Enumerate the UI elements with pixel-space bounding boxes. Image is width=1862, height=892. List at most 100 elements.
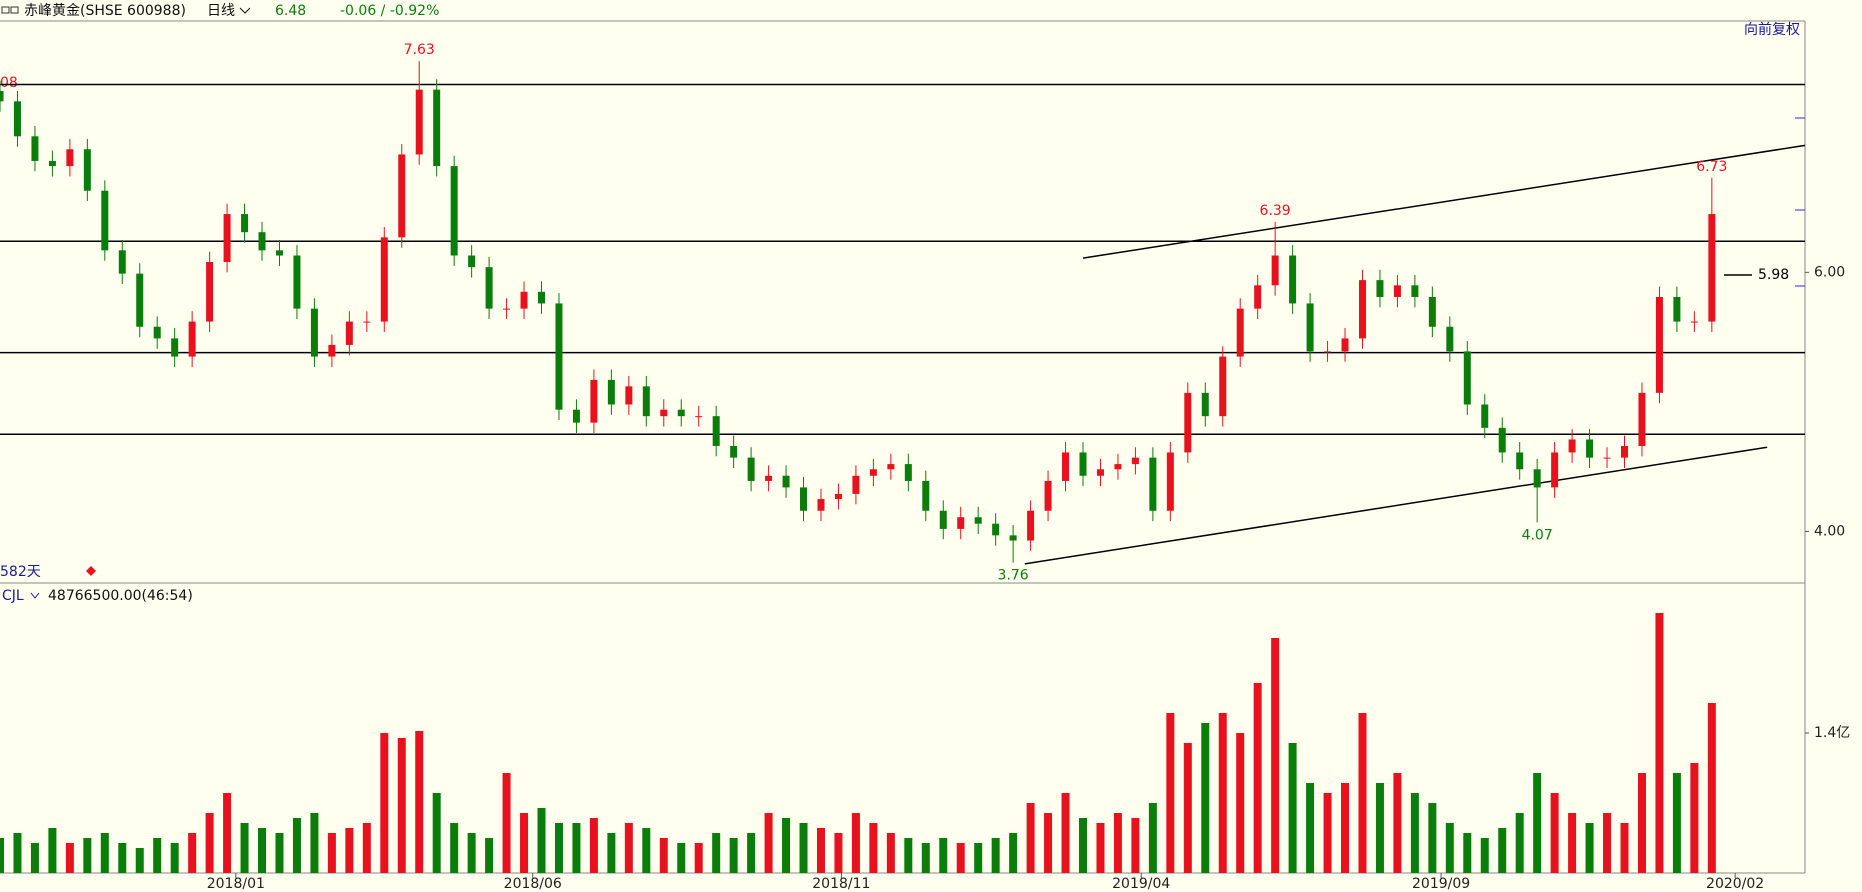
volume-bar xyxy=(1201,723,1210,873)
volume-bar xyxy=(1690,763,1699,873)
volume-bar xyxy=(1079,818,1087,873)
volume-bar xyxy=(1375,783,1384,873)
volume-bar xyxy=(153,838,162,873)
candle-body xyxy=(712,416,720,446)
candle-body xyxy=(223,214,231,262)
candle-body xyxy=(957,517,965,529)
candle-body xyxy=(538,291,545,304)
volume-bar xyxy=(729,838,738,873)
candle-body xyxy=(101,190,109,251)
volume-bar xyxy=(1218,713,1227,873)
volume-bar xyxy=(1096,823,1105,873)
candle-body xyxy=(834,493,842,500)
candle-body xyxy=(1201,392,1209,417)
volume-bar xyxy=(694,843,703,873)
volume-bar xyxy=(607,833,616,873)
volume-bar xyxy=(1341,783,1350,873)
candle-body xyxy=(852,475,860,494)
volume-bar xyxy=(624,823,633,873)
volume-bar xyxy=(467,833,476,873)
candle-body xyxy=(1027,510,1035,541)
candle-body xyxy=(1289,255,1297,304)
candle-body xyxy=(1551,452,1559,488)
volume-bar xyxy=(188,833,197,873)
candle-body xyxy=(468,255,476,268)
volume-bar xyxy=(520,813,529,873)
volume-bar xyxy=(1515,813,1524,873)
candle-body xyxy=(1481,404,1489,428)
volume-bar xyxy=(240,823,249,873)
volume-bar xyxy=(258,828,267,873)
candle-body xyxy=(345,321,353,345)
candle-body xyxy=(747,457,755,481)
candle-body xyxy=(939,510,947,529)
indicator-name[interactable]: CJL xyxy=(2,588,24,604)
volume-bar xyxy=(450,823,459,873)
volume-bar xyxy=(886,833,895,873)
candle-body xyxy=(869,469,877,476)
volume-bar xyxy=(1393,773,1402,873)
candle-body xyxy=(974,517,982,524)
volume-bar xyxy=(65,843,74,873)
candle-body xyxy=(1638,392,1646,446)
candle-body xyxy=(1062,452,1070,481)
candle-body xyxy=(1341,338,1349,352)
volume-bar xyxy=(1480,838,1489,873)
volume-bar xyxy=(1603,813,1612,873)
icon-part xyxy=(1,6,10,14)
volume-bar xyxy=(904,838,913,873)
link-icon xyxy=(1,6,19,14)
candle-body xyxy=(1079,452,1087,476)
volume-bar xyxy=(205,813,214,873)
candle-body xyxy=(625,386,633,405)
volume-bar xyxy=(1585,823,1594,873)
high-label: 7.63 xyxy=(404,42,435,58)
candle-body xyxy=(782,475,790,488)
candle-body xyxy=(1411,285,1419,297)
volume-bar xyxy=(1533,773,1542,873)
period-selector[interactable]: 日线 xyxy=(207,3,235,19)
volume-bar xyxy=(1166,713,1175,873)
adjust-mode[interactable]: 向前复权 xyxy=(1744,21,1800,38)
candle-body xyxy=(1166,452,1174,511)
last-price-label: 5.98 xyxy=(1758,267,1789,283)
x-tick-label: 2019/09 xyxy=(1412,876,1470,892)
candle-body xyxy=(1271,255,1279,286)
volume-bar xyxy=(1672,773,1681,873)
x-tick-label: 2020/02 xyxy=(1706,876,1764,892)
low-label: 3.76 xyxy=(998,568,1029,584)
candle-body xyxy=(520,291,528,309)
candle-body xyxy=(503,308,511,310)
candle-body xyxy=(363,321,371,323)
volume-bar xyxy=(1131,818,1140,873)
candle-body xyxy=(1254,285,1262,309)
candle-body xyxy=(1621,445,1628,458)
candle-body xyxy=(730,445,738,458)
x-tick-label: 2018/11 xyxy=(812,876,870,892)
edge-label: 08 xyxy=(0,75,18,91)
volume-bar xyxy=(1009,833,1018,873)
chevron[interactable] xyxy=(239,7,251,14)
volume-bar xyxy=(502,773,511,873)
candle-body xyxy=(275,250,283,256)
y-tick-label: 6.00 xyxy=(1814,264,1845,280)
volume-bar xyxy=(380,733,389,873)
candle-body xyxy=(887,464,895,470)
volume-bar xyxy=(1655,613,1664,873)
candle-body xyxy=(1446,326,1454,352)
stock-title: 赤峰黄金(SHSE 600988) xyxy=(24,2,186,19)
volume-bar xyxy=(275,833,284,873)
candle-body xyxy=(1690,321,1698,323)
volume-bar xyxy=(13,833,22,873)
volume-bar xyxy=(0,838,4,873)
candle-body xyxy=(660,409,668,417)
chevron[interactable] xyxy=(30,592,40,599)
volume-bar xyxy=(1323,793,1332,873)
volume-bar xyxy=(485,838,494,873)
candle-body xyxy=(13,101,21,137)
candle-body xyxy=(1568,439,1576,453)
volume-bar xyxy=(118,843,127,873)
candle-body xyxy=(572,409,580,423)
volume-bar xyxy=(345,828,354,873)
